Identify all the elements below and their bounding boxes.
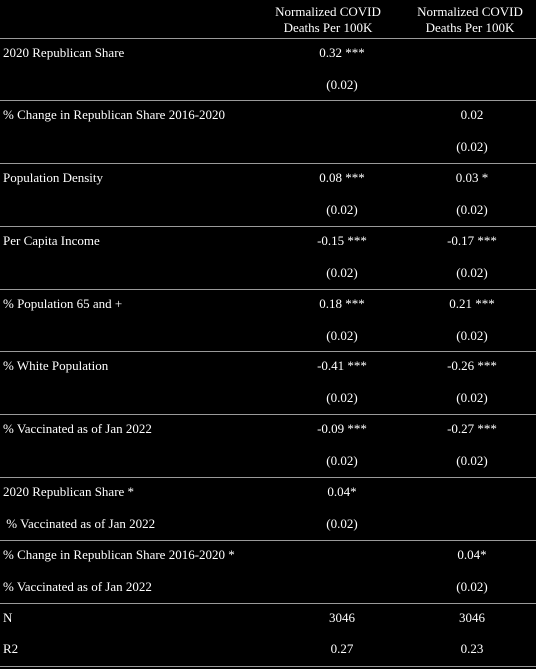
row-rule (0, 540, 536, 541)
coef-col1: 0.04* (327, 484, 357, 499)
se-col2: (0.02) (456, 328, 488, 343)
coef-col2: 0.02 (460, 107, 484, 122)
coef-col1: -0.41 *** (317, 358, 367, 373)
row-label: % Vaccinated as of Jan 2022 (3, 421, 152, 436)
row-rule (0, 226, 536, 227)
se-col2: (0.02) (456, 139, 488, 154)
stat-col2: 0.23 (460, 641, 484, 656)
se-col1: (0.02) (326, 77, 358, 92)
coef-col2: 0.04* (457, 547, 487, 562)
coef-col1: 0.08 *** (319, 170, 365, 185)
se-col1: (0.02) (326, 390, 358, 405)
se-col2: (0.02) (456, 265, 488, 280)
coef-col2: 0.21 *** (449, 296, 495, 311)
row-label: % White Population (3, 358, 109, 373)
coef-col1: -0.09 *** (317, 421, 367, 436)
header-rule (0, 38, 536, 39)
row-label-continued: % Vaccinated as of Jan 2022 (3, 516, 156, 531)
row-label: % Change in Republican Share 2016-2020 (3, 107, 226, 122)
row-rule (0, 477, 536, 478)
row-rule (0, 603, 536, 604)
se-col2: (0.02) (456, 202, 488, 217)
row-label: 2020 Republican Share (3, 45, 125, 60)
se-col2: (0.02) (456, 579, 488, 594)
se-col2: (0.02) (456, 390, 488, 405)
row-rule (0, 289, 536, 290)
coef-col1: -0.15 *** (317, 233, 367, 248)
row-label-continued: % Vaccinated as of Jan 2022 (3, 579, 152, 594)
row-label: Population Density (3, 170, 104, 185)
row-label: % Change in Republican Share 2016-2020 * (3, 547, 235, 562)
column-header-2: Normalized COVID Deaths Per 100K (417, 4, 523, 35)
se-col2: (0.02) (456, 453, 488, 468)
row-rule (0, 100, 536, 101)
coef-col2: -0.26 *** (447, 358, 497, 373)
row-label: 2020 Republican Share * (3, 484, 135, 499)
row-rule (0, 163, 536, 164)
row-label: Per Capita Income (3, 233, 100, 248)
row-rule (0, 414, 536, 415)
stat-col2: 3046 (459, 610, 485, 625)
bottom-rule (0, 666, 536, 667)
coef-col2: -0.27 *** (447, 421, 497, 436)
stat-label: R2 (3, 641, 19, 656)
row-label: % Population 65 and + (3, 296, 123, 311)
stat-col1: 3046 (329, 610, 355, 625)
coef-col1: 0.18 *** (319, 296, 365, 311)
row-rule (0, 351, 536, 352)
stat-col1: 0.27 (330, 641, 354, 656)
coef-col2: 0.03 * (455, 170, 489, 185)
se-col1: (0.02) (326, 453, 358, 468)
se-col1: (0.02) (326, 265, 358, 280)
coef-col1: 0.32 *** (319, 45, 365, 60)
stat-label: N (3, 610, 13, 625)
se-col1: (0.02) (326, 202, 358, 217)
se-col1: (0.02) (326, 328, 358, 343)
column-header-1: Normalized COVID Deaths Per 100K (275, 4, 381, 35)
coef-col2: -0.17 *** (447, 233, 497, 248)
se-col1: (0.02) (326, 516, 358, 531)
